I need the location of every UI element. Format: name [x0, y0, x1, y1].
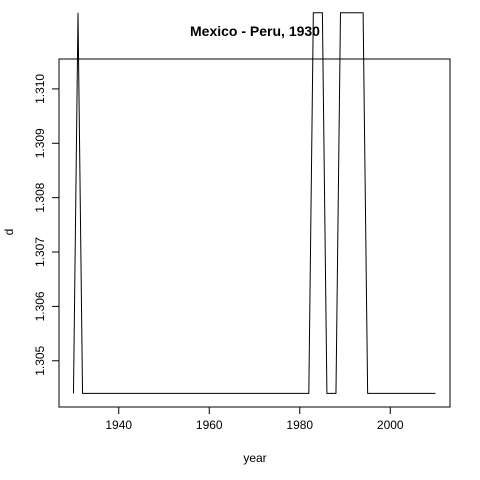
chart-title: Mexico - Peru, 1930: [190, 23, 320, 39]
y-tick-label: 1.305: [33, 345, 47, 375]
y-tick-label: 1.310: [33, 74, 47, 104]
y-tick-label: 1.309: [33, 128, 47, 158]
y-axis: 1.305 1.306 1.307 1.308 1.309 1.310: [33, 74, 60, 376]
series-group: [72, 12, 436, 394]
series-line: [72, 12, 436, 394]
x-tick-label: 1940: [105, 418, 132, 432]
y-axis-label: d: [2, 229, 16, 236]
y-tick-label: 1.307: [33, 237, 47, 267]
y-tick-label: 1.308: [33, 182, 47, 212]
y-tick-label: 1.306: [33, 291, 47, 321]
x-tick-label: 1960: [196, 418, 223, 432]
x-axis: 1940 1960 1980 2000: [105, 406, 404, 432]
x-tick-label: 2000: [377, 418, 404, 432]
x-axis-label: year: [243, 451, 266, 465]
plot-box: [58, 58, 451, 408]
x-tick-label: 1980: [286, 418, 313, 432]
